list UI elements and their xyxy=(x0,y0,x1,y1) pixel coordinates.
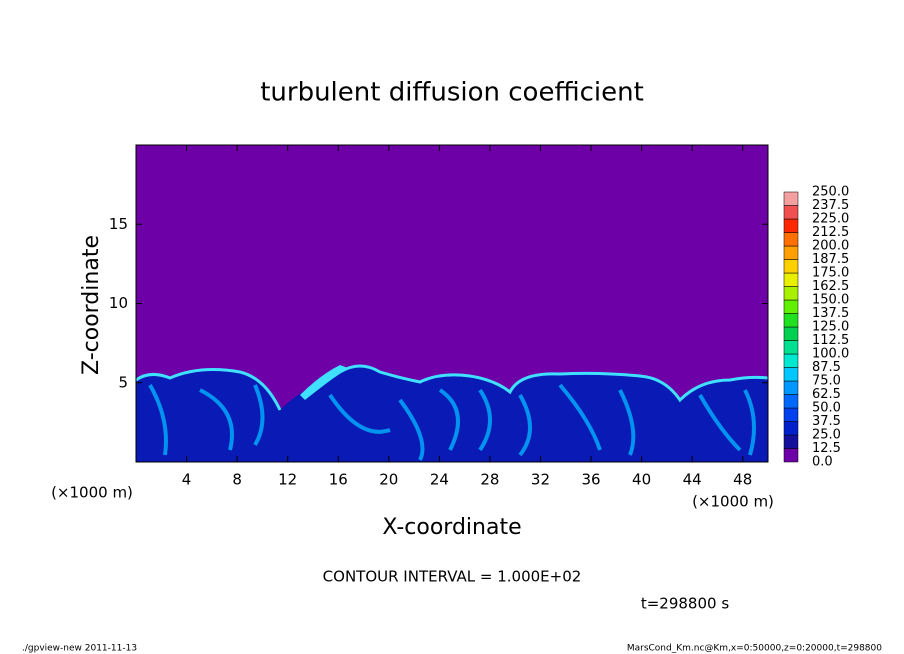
colorbar-label: 25.0 xyxy=(812,428,841,443)
colorbar-swatch xyxy=(783,326,799,341)
colorbar-swatch xyxy=(783,286,799,301)
chart-title: turbulent diffusion coefficient xyxy=(260,78,644,108)
time-label: t=298800 s xyxy=(641,595,729,613)
x-unit-left: (×1000 m) xyxy=(51,484,133,502)
x-tick-label: 32 xyxy=(531,471,550,489)
x-tick-label: 48 xyxy=(733,471,752,489)
colorbar-swatch xyxy=(783,367,799,382)
colorbar-label: 175.0 xyxy=(812,266,849,281)
x-tick-label: 12 xyxy=(278,471,297,489)
y-tick-label: 15 xyxy=(109,215,128,233)
colorbar-swatch xyxy=(783,434,799,449)
footer-left: ./gpview-new 2011-11-13 xyxy=(22,644,137,654)
colorbar-label: 137.5 xyxy=(812,306,849,321)
x-tick-label: 24 xyxy=(430,471,449,489)
colorbar-label: 125.0 xyxy=(812,320,849,335)
colorbar-swatch xyxy=(783,272,799,287)
colorbar-swatch xyxy=(783,448,799,463)
x-tick-label: 8 xyxy=(232,471,242,489)
colorbar-swatch xyxy=(783,232,799,247)
colorbar-label: 187.5 xyxy=(812,252,849,267)
field xyxy=(135,145,769,462)
x-tick-label: 16 xyxy=(329,471,348,489)
colorbar-swatch xyxy=(783,421,799,436)
colorbar-label: 112.5 xyxy=(812,333,849,348)
colorbar-swatch xyxy=(783,394,799,409)
y-tick-label: 5 xyxy=(118,373,128,391)
colorbar-swatch xyxy=(783,259,799,274)
y-tick-label: 10 xyxy=(109,294,128,312)
x-unit-right: (×1000 m) xyxy=(692,493,774,511)
colorbar-label: 225.0 xyxy=(812,212,849,227)
x-tick-label: 40 xyxy=(632,471,651,489)
colorbar-label: 37.5 xyxy=(812,414,841,429)
colorbar-label: 100.0 xyxy=(812,347,849,362)
colorbar-swatch xyxy=(783,205,799,220)
colorbar-swatch xyxy=(783,218,799,233)
colorbar-swatch xyxy=(783,340,799,355)
x-tick-label: 20 xyxy=(379,471,398,489)
colorbar-label: 50.0 xyxy=(812,401,841,416)
colorbar-label: 150.0 xyxy=(812,293,849,308)
colorbar-label: 87.5 xyxy=(812,360,841,375)
x-tick-label: 28 xyxy=(480,471,499,489)
footer-right: MarsCond_Km.nc@Km,x=0:50000,z=0:20000,t=… xyxy=(627,644,882,654)
colorbar-swatch xyxy=(783,380,799,395)
colorbar-swatch xyxy=(783,407,799,422)
colorbar-swatch xyxy=(783,353,799,368)
y-axis-label: Z-coordinate xyxy=(79,235,104,375)
colorbar-label: 200.0 xyxy=(812,239,849,254)
colorbar-label: 0.0 xyxy=(812,455,833,470)
colorbar-label: 162.5 xyxy=(812,279,849,294)
x-tick-label: 44 xyxy=(683,471,702,489)
colorbar-swatch xyxy=(783,245,799,260)
colorbar-label: 212.5 xyxy=(812,225,849,240)
colorbar-swatch xyxy=(783,313,799,328)
colorbar-label: 75.0 xyxy=(812,374,841,389)
x-tick-label: 4 xyxy=(182,471,192,489)
x-axis-label: X-coordinate xyxy=(382,515,521,540)
colorbar-label: 62.5 xyxy=(812,387,841,402)
colorbar-label: 250.0 xyxy=(812,185,849,200)
contour-interval: CONTOUR INTERVAL = 1.000E+02 xyxy=(323,568,582,586)
colorbar-label: 12.5 xyxy=(812,441,841,456)
colorbar-label: 237.5 xyxy=(812,198,849,213)
colorbar-swatch xyxy=(783,191,799,206)
x-tick-label: 36 xyxy=(581,471,600,489)
colorbar-swatch xyxy=(783,299,799,314)
